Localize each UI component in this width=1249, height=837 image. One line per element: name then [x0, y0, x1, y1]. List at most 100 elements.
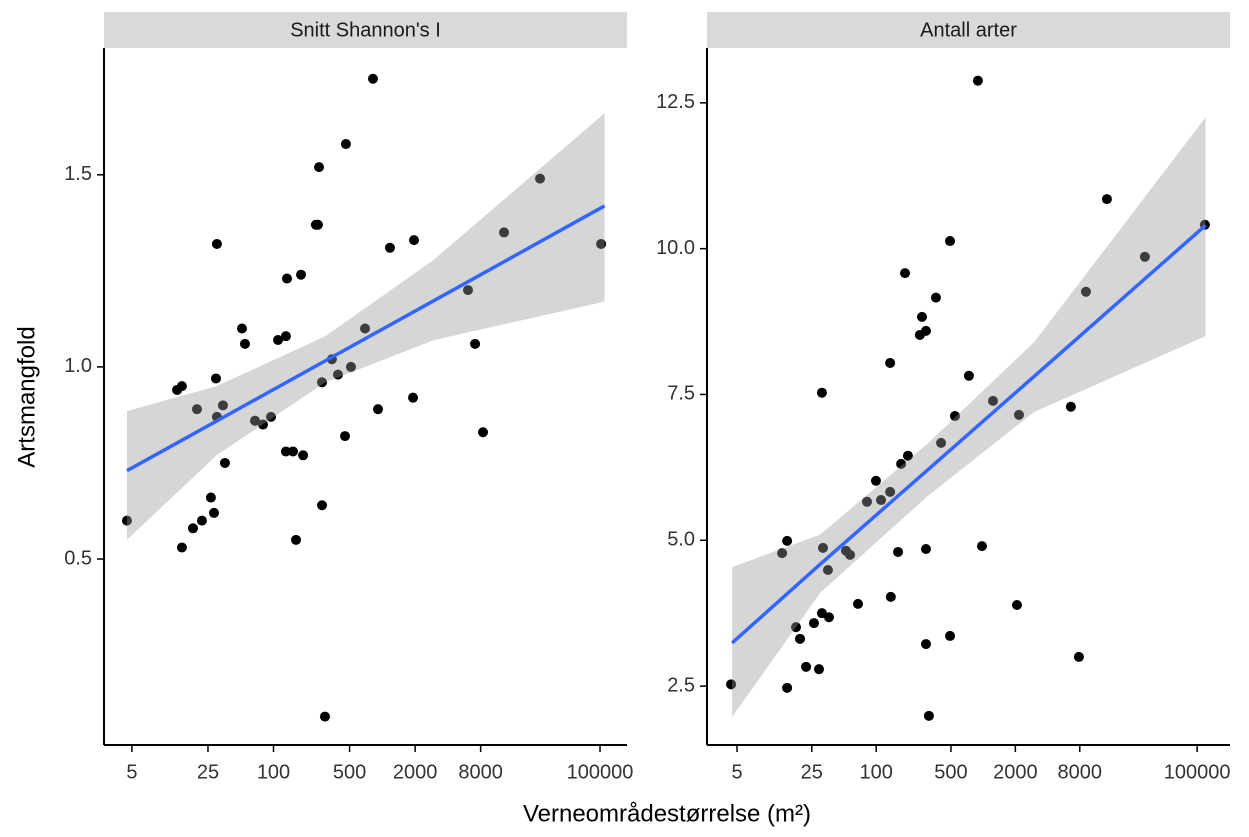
- point: [844, 549, 855, 560]
- point: [900, 268, 911, 279]
- point: [317, 500, 328, 511]
- point: [463, 285, 474, 296]
- point: [236, 323, 247, 334]
- point: [280, 331, 291, 342]
- x-tick-label: 500: [934, 761, 967, 783]
- point: [280, 446, 291, 457]
- point: [822, 565, 833, 576]
- point: [920, 639, 931, 650]
- point: [1080, 286, 1091, 297]
- point: [916, 311, 927, 322]
- y-tick-label: 5.0: [667, 529, 695, 551]
- strip: [104, 12, 627, 48]
- point: [239, 338, 250, 349]
- point: [367, 73, 378, 84]
- point: [187, 523, 198, 534]
- confidence-band: [126, 113, 605, 540]
- point: [814, 664, 825, 675]
- y-tick-label: 0.5: [64, 547, 92, 569]
- point: [885, 591, 896, 602]
- point: [1073, 651, 1084, 662]
- point: [408, 392, 419, 403]
- fit-line: [126, 204, 606, 473]
- point: [920, 544, 931, 555]
- point: [782, 535, 793, 546]
- point: [1139, 251, 1150, 262]
- point: [210, 373, 221, 384]
- point: [795, 633, 806, 644]
- fit-line: [730, 223, 1207, 645]
- point: [936, 437, 947, 448]
- x-tick-label: 500: [333, 761, 366, 783]
- x-tick-label: 2000: [993, 761, 1038, 783]
- point: [988, 395, 999, 406]
- x-tick-label: 5: [731, 761, 742, 783]
- point: [250, 415, 261, 426]
- point: [885, 357, 896, 368]
- point: [191, 404, 202, 415]
- point: [801, 661, 812, 672]
- y-tick-label: 2.5: [667, 674, 695, 696]
- x-tick-label: 100: [860, 761, 893, 783]
- x-tick-label: 100000: [567, 761, 634, 783]
- point: [209, 507, 220, 518]
- y-tick-label: 10.0: [656, 237, 695, 259]
- x-tick-label: 25: [197, 761, 219, 783]
- point: [317, 377, 328, 388]
- point: [121, 515, 132, 526]
- point: [920, 325, 931, 336]
- point: [176, 542, 187, 553]
- point: [196, 515, 207, 526]
- point: [296, 269, 307, 280]
- point: [893, 546, 904, 557]
- point: [332, 369, 343, 380]
- point: [1014, 409, 1025, 420]
- point: [176, 381, 187, 392]
- point: [345, 361, 356, 372]
- point: [273, 335, 284, 346]
- point: [409, 235, 420, 246]
- point: [470, 338, 481, 349]
- point: [782, 682, 793, 693]
- x-tick-label: 25: [801, 761, 823, 783]
- point: [817, 542, 828, 553]
- point: [298, 450, 309, 461]
- point: [1065, 401, 1076, 412]
- point: [1101, 194, 1112, 205]
- point: [340, 139, 351, 150]
- x-tick-label: 8000: [458, 761, 503, 783]
- point: [777, 548, 788, 559]
- point: [257, 419, 268, 430]
- point: [340, 431, 351, 442]
- point: [211, 238, 222, 249]
- point: [499, 227, 510, 238]
- point: [945, 236, 956, 247]
- panel-title: Antall arter: [920, 19, 1017, 41]
- point: [853, 598, 864, 609]
- point: [976, 541, 987, 552]
- point: [265, 411, 276, 422]
- point: [726, 679, 737, 690]
- point: [314, 162, 325, 173]
- point: [870, 475, 881, 486]
- point: [596, 238, 607, 249]
- point: [319, 711, 330, 722]
- panel-title: Snitt Shannon's I: [290, 19, 441, 41]
- x-tick-label: 2000: [393, 761, 438, 783]
- point: [896, 458, 907, 469]
- point: [885, 486, 896, 497]
- point: [384, 242, 395, 253]
- point: [808, 618, 819, 629]
- point: [1011, 600, 1022, 611]
- point: [219, 457, 230, 468]
- y-tick-label: 1.0: [64, 355, 92, 377]
- point: [861, 496, 872, 507]
- point: [291, 534, 302, 545]
- point: [930, 292, 941, 303]
- strip: [707, 12, 1230, 48]
- point: [287, 446, 298, 457]
- point: [902, 450, 913, 461]
- point: [972, 75, 983, 86]
- x-tick-label: 8000: [1058, 761, 1103, 783]
